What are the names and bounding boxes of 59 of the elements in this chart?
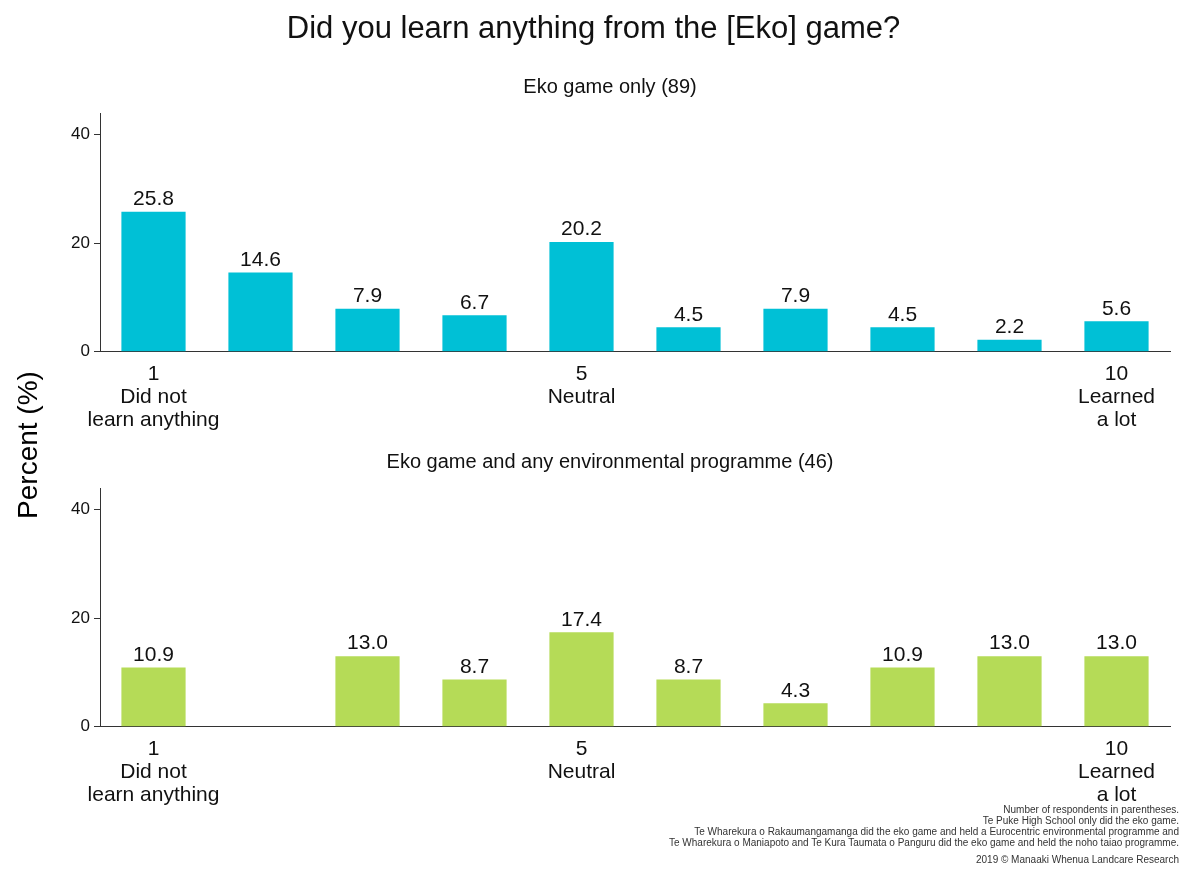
text: Te Wharekura o Rakaumangamanga did the eko game and held a Eurocentric environmental programme and: [694, 826, 1179, 837]
data-label: 13.0: [347, 630, 388, 654]
data-label: 5.6: [1101, 295, 1132, 319]
bar: [549, 632, 614, 727]
bar: [763, 703, 828, 727]
data-label: 7.9: [780, 283, 811, 307]
bar: [977, 339, 1042, 352]
data-label: 4.5: [673, 301, 704, 325]
data-label: 13.0: [1096, 630, 1137, 654]
bar: [977, 656, 1042, 727]
y-tick-label: 0: [80, 341, 90, 361]
bar: [870, 667, 935, 727]
bar: [763, 308, 828, 352]
x-tick-label: 10 Learned a lot: [1077, 361, 1156, 431]
text: 2019 © Manaaki Whenua Landcare Research: [974, 854, 1179, 865]
y-tick-label: 40: [71, 499, 90, 519]
bar: [549, 242, 614, 352]
data-label: 17.4: [561, 606, 603, 630]
x-tick-label: 1 Did not learn anything: [87, 361, 220, 431]
bar: [656, 327, 721, 352]
bar: [335, 308, 400, 352]
data-label: 10.9: [133, 641, 174, 665]
data-label: 8.7: [459, 653, 490, 677]
y-tick-label: 40: [71, 124, 90, 144]
data-label: 4.5: [887, 301, 918, 325]
data-label: 20.2: [561, 216, 602, 240]
bar: [656, 679, 721, 727]
y-tick-label: 0: [80, 716, 90, 736]
data-label: 25.8: [133, 186, 174, 210]
bar: [870, 327, 935, 352]
data-label: 2.2: [994, 314, 1025, 338]
chart-title: Did you learn anything from the [Eko] game?: [285, 10, 902, 46]
y-tick-label: 20: [71, 232, 90, 252]
bar: [335, 656, 400, 727]
bar: [228, 272, 293, 352]
bar: [121, 211, 186, 352]
data-label: 4.3: [780, 677, 811, 701]
bar: [121, 667, 186, 727]
chart-title: Eko game and any environmental programme (46): [386, 449, 834, 472]
x-tick-label: 1 Did not learn anything: [87, 736, 220, 806]
text: Number of respondents in parentheses.: [1003, 804, 1179, 815]
data-label: 13.0: [989, 630, 1030, 654]
bar: [1084, 656, 1149, 727]
data-label: 8.7: [673, 653, 704, 677]
data-label: 10.9: [882, 641, 923, 665]
chart-subtitle: Eko game only (89): [523, 74, 697, 97]
x-tick-label: 5 Neutral: [547, 736, 616, 783]
bar: [442, 315, 507, 352]
text: Te Wharekura o Maniapoto and Te Kura Taumata o Panguru did the eko game and held the noho taiao programme.: [669, 837, 1179, 848]
y-axis-title: Percent (%): [12, 370, 43, 521]
y-tick-label: 20: [71, 607, 90, 627]
x-tick-label: 10 Learned a lot: [1077, 736, 1156, 806]
x-tick-label: 5 Neutral: [547, 361, 616, 408]
data-label: 14.6: [240, 246, 281, 270]
data-label: 7.9: [352, 283, 383, 307]
bar: [1084, 321, 1149, 352]
bar: [442, 679, 507, 727]
text: Te Puke High School only did the eko game.: [981, 815, 1179, 826]
data-label: 6.7: [459, 289, 490, 313]
